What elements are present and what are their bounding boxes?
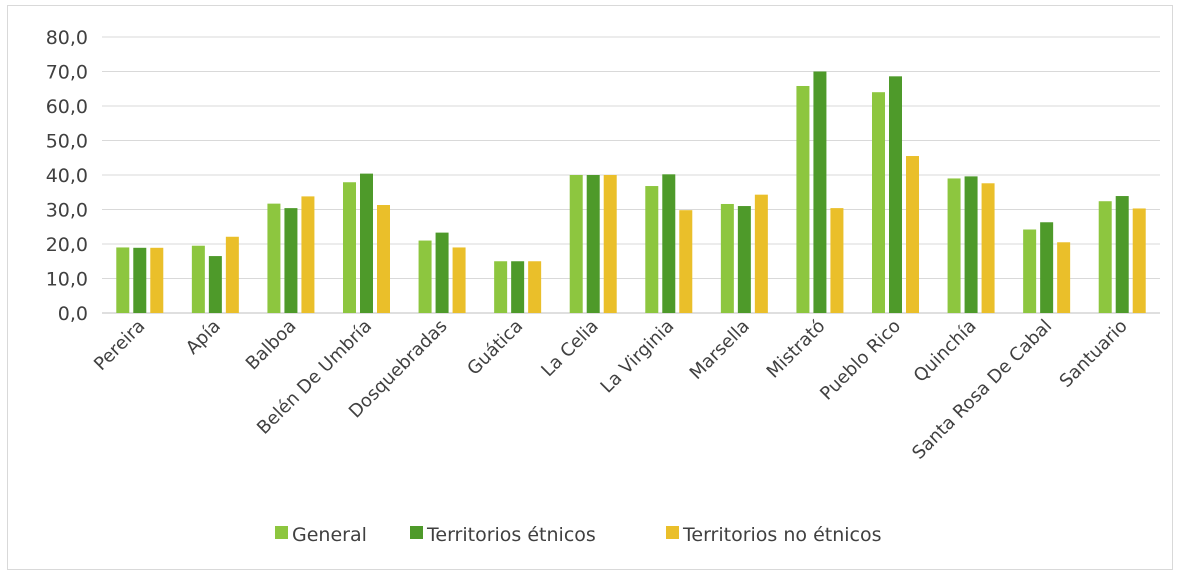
bar bbox=[1057, 242, 1071, 313]
bar bbox=[1115, 196, 1129, 313]
bar bbox=[964, 176, 978, 313]
bar bbox=[528, 261, 542, 313]
bar bbox=[267, 203, 281, 313]
bar bbox=[1132, 208, 1146, 313]
legend: General Territorios étnicos Territorios no… bbox=[275, 524, 882, 546]
bar bbox=[889, 76, 902, 313]
x-tick-label: Santa Rosa De Cabal bbox=[908, 316, 1056, 464]
y-tick-label: 60,0 bbox=[46, 96, 88, 118]
bar bbox=[133, 247, 147, 313]
bar bbox=[225, 236, 239, 313]
legend-swatch bbox=[275, 526, 288, 539]
bar bbox=[435, 232, 449, 313]
bar bbox=[284, 208, 298, 313]
bar bbox=[947, 178, 961, 313]
legend-label: Territorios no étnicos bbox=[682, 524, 882, 546]
y-tick-label: 50,0 bbox=[46, 131, 88, 153]
bar bbox=[603, 175, 617, 313]
bar bbox=[360, 173, 373, 313]
bar bbox=[150, 247, 164, 313]
bar bbox=[1098, 201, 1112, 313]
x-tick-label: Pueblo Rico bbox=[816, 316, 905, 405]
bar bbox=[679, 210, 693, 313]
bar bbox=[511, 261, 525, 313]
y-tick-label: 80,0 bbox=[46, 27, 88, 49]
y-tick-label: 0,0 bbox=[58, 303, 88, 325]
bar bbox=[754, 194, 768, 313]
legend-label: Territorios étnicos bbox=[426, 524, 596, 546]
bar bbox=[830, 208, 844, 313]
bar bbox=[116, 247, 130, 313]
bar bbox=[906, 156, 919, 313]
x-tick-label: Guática bbox=[463, 316, 527, 380]
gridlines bbox=[102, 36, 1160, 314]
bar bbox=[737, 206, 751, 313]
bar bbox=[494, 261, 508, 313]
bar bbox=[813, 71, 827, 313]
bar-chart: 0,0 10,0 20,0 30,0 40,0 50,0 60,0 70,0 80,0 Pere… bbox=[46, 27, 1160, 546]
y-axis-ticks: 0,0 10,0 20,0 30,0 40,0 50,0 60,0 70,0 80,0 bbox=[46, 27, 88, 325]
y-tick-label: 20,0 bbox=[46, 234, 88, 256]
bar bbox=[343, 182, 356, 313]
bar bbox=[569, 175, 583, 313]
bar bbox=[586, 175, 600, 313]
bars bbox=[116, 71, 1146, 314]
bar bbox=[662, 174, 676, 313]
legend-swatch bbox=[666, 526, 679, 539]
y-tick-label: 10,0 bbox=[46, 269, 88, 291]
bar bbox=[191, 245, 205, 313]
bar bbox=[796, 85, 810, 314]
bar bbox=[720, 203, 734, 313]
x-tick-label: Mistrató bbox=[763, 316, 830, 383]
x-tick-label: La Virginia bbox=[597, 316, 679, 398]
bar bbox=[208, 256, 222, 313]
bar bbox=[645, 186, 659, 313]
y-tick-label: 70,0 bbox=[46, 62, 88, 84]
bar bbox=[452, 247, 466, 313]
x-tick-label: Pereira bbox=[90, 316, 149, 375]
bar bbox=[1023, 229, 1037, 313]
x-tick-label: Santuario bbox=[1056, 316, 1132, 392]
x-tick-label: La Celia bbox=[537, 316, 602, 381]
x-tick-label: Apía bbox=[182, 316, 225, 359]
bar bbox=[377, 205, 390, 313]
bar bbox=[872, 92, 885, 313]
x-tick-label: Quinchía bbox=[910, 316, 981, 387]
legend-label: General bbox=[292, 524, 367, 546]
x-tick-label: Balboa bbox=[242, 316, 301, 375]
legend-swatch bbox=[410, 526, 423, 539]
chart-frame: 0,0 10,0 20,0 30,0 40,0 50,0 60,0 70,0 80,0 Pere… bbox=[7, 5, 1173, 570]
x-tick-label: Marsella bbox=[686, 316, 754, 384]
bar bbox=[1040, 222, 1054, 313]
y-tick-label: 40,0 bbox=[46, 165, 88, 187]
bar bbox=[301, 196, 315, 313]
bar bbox=[418, 240, 432, 313]
bar bbox=[981, 183, 995, 313]
y-tick-label: 30,0 bbox=[46, 200, 88, 222]
